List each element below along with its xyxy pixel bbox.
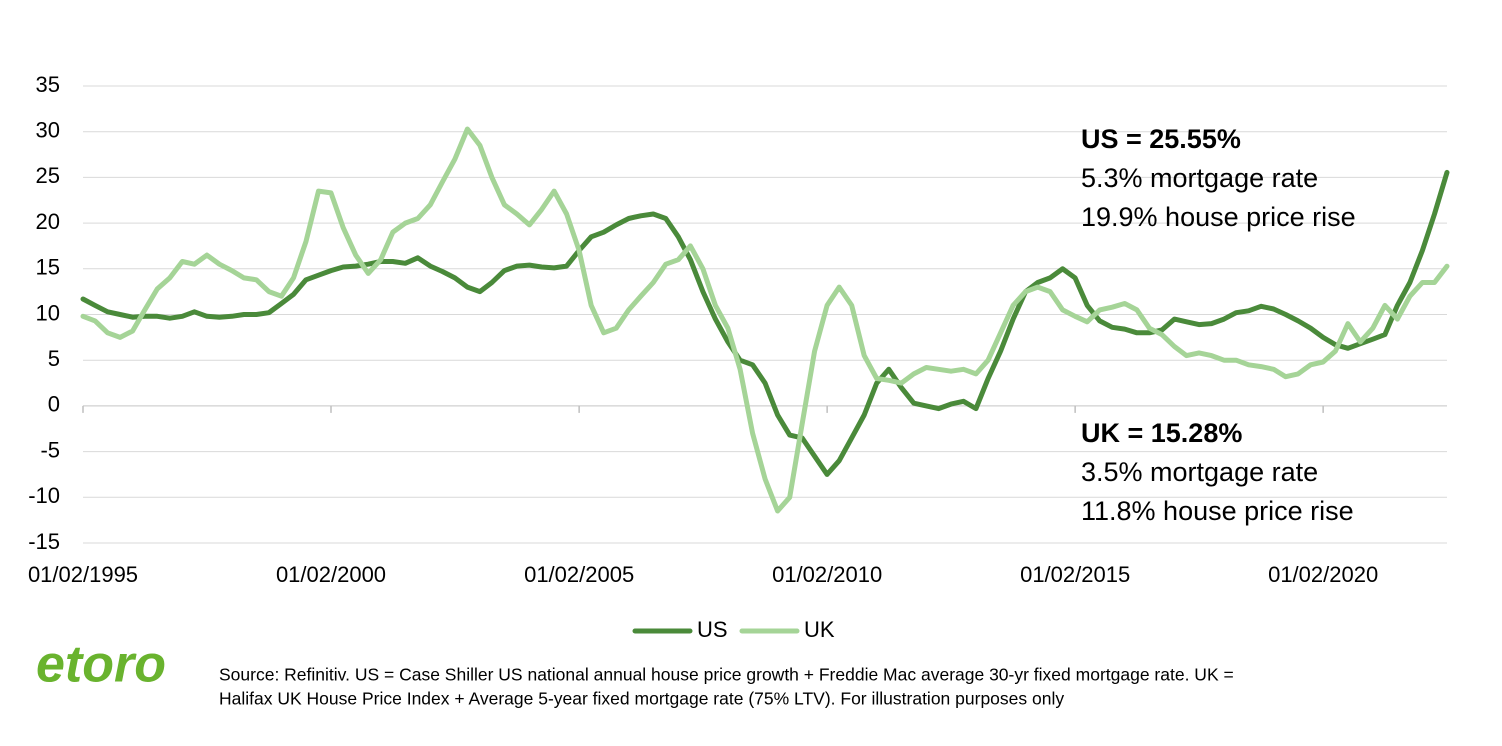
annotation-line: 3.5% mortgage rate	[1081, 457, 1318, 487]
legend-label: UK	[804, 617, 835, 642]
y-tick-label: -10	[28, 483, 60, 508]
legend-label: US	[697, 617, 728, 642]
x-tick-label: 01/02/2010	[772, 562, 882, 587]
x-tick-label: 01/02/2020	[1268, 562, 1378, 587]
x-tick-label: 01/02/2000	[276, 562, 386, 587]
annotation-title: UK = 15.28%	[1081, 418, 1242, 448]
y-tick-label: 30	[36, 118, 60, 143]
source-line: Source: Refinitiv. US = Case Shiller US …	[219, 665, 1234, 685]
y-tick-label: 15	[36, 255, 60, 280]
annotation-title: US = 25.55%	[1081, 124, 1241, 154]
x-tick-label: 01/02/1995	[28, 562, 138, 587]
series-line	[80, 126, 1450, 514]
annotation-line: 11.8% house price rise	[1081, 496, 1354, 526]
logo: etoro	[36, 636, 166, 694]
y-tick-label: 0	[48, 392, 60, 417]
annotation-line: 19.9% house price rise	[1081, 202, 1356, 232]
y-tick-label: 10	[36, 300, 60, 325]
series-line	[80, 169, 1450, 477]
y-tick-label: -5	[40, 437, 60, 462]
y-tick-label: 20	[36, 209, 60, 234]
x-tick-label: 01/02/2015	[1020, 562, 1130, 587]
y-tick-label: -15	[28, 529, 60, 554]
annotation-line: 5.3% mortgage rate	[1081, 163, 1318, 193]
source-line: Halifax UK House Price Index + Average 5…	[219, 689, 1064, 709]
x-tick-label: 01/02/2005	[524, 562, 634, 587]
y-tick-label: 35	[36, 72, 60, 97]
y-tick-label: 5	[48, 346, 60, 371]
y-tick-label: 25	[36, 163, 60, 188]
